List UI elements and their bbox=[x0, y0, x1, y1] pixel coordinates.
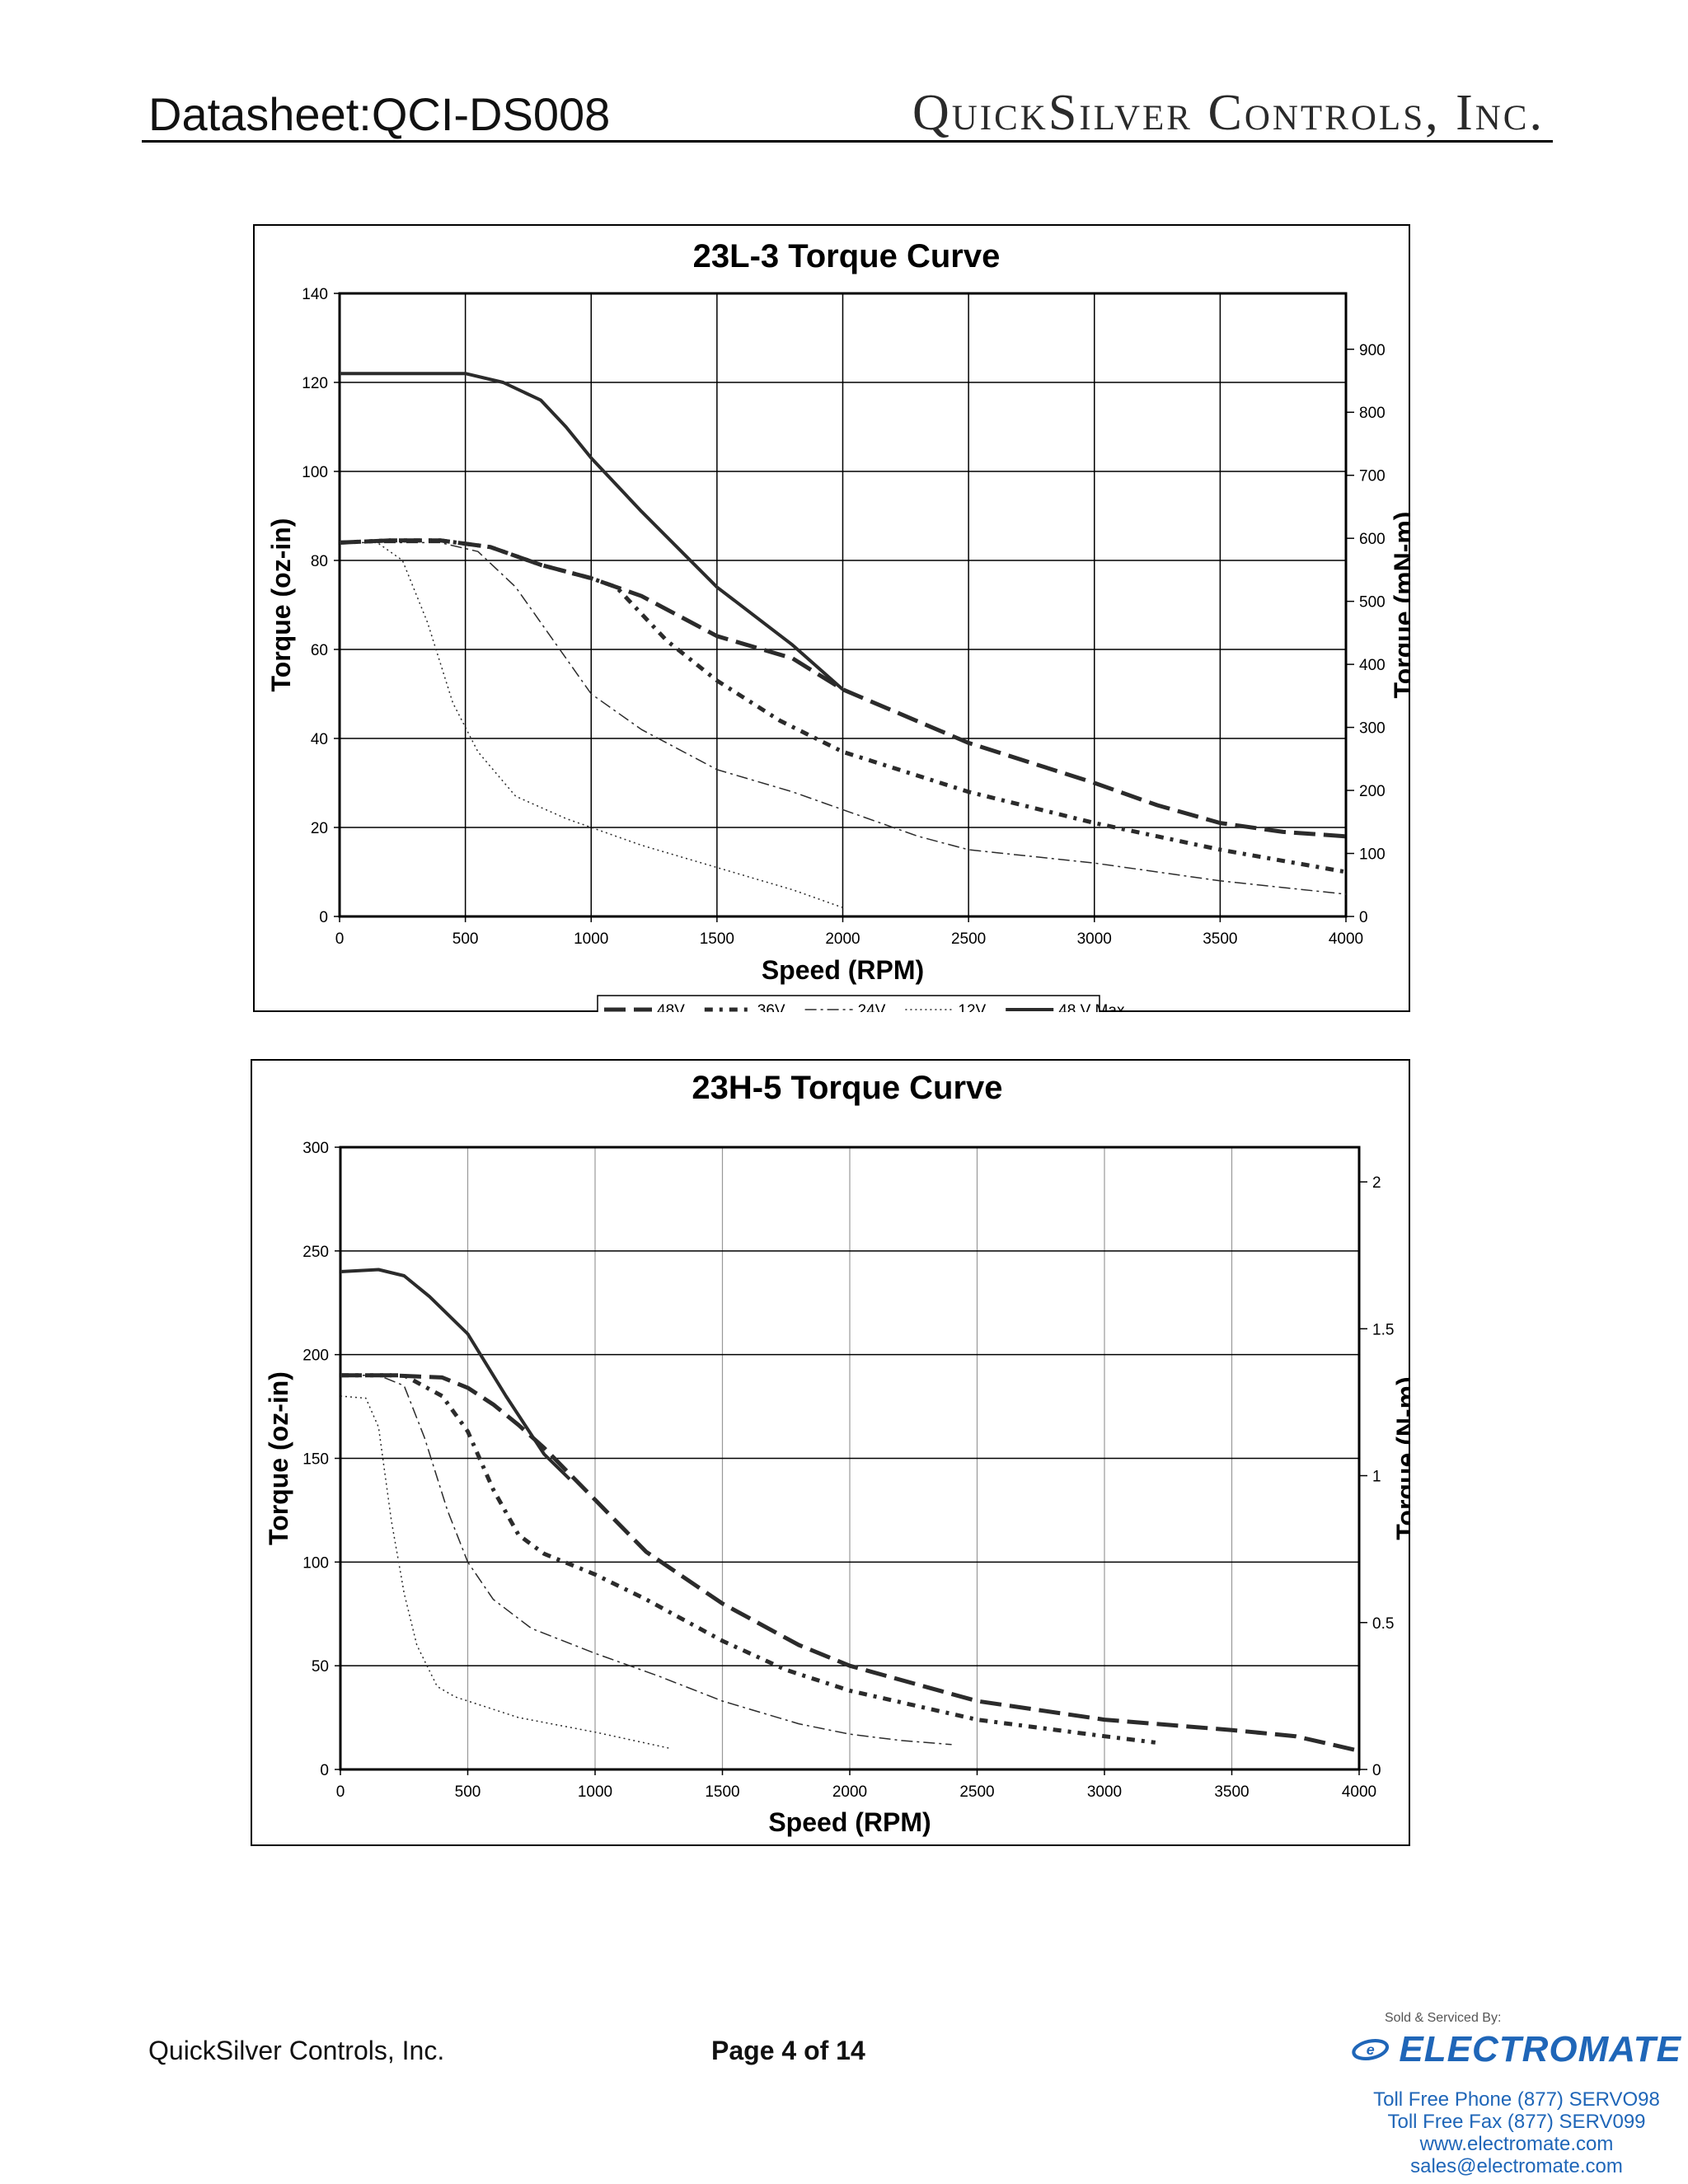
y2-tick-label: 800 bbox=[1359, 405, 1386, 422]
y2-axis-label: Torque (mN-m) bbox=[1389, 512, 1410, 699]
y-tick-label: 0 bbox=[320, 1762, 329, 1779]
torque-chart-23h-5: 0 500 1000 1500 2000 2500 3000 3500 4000 0 50 100 15… bbox=[251, 1059, 1410, 1846]
x-tick-label: 1500 bbox=[705, 1783, 739, 1801]
y2-tick-label: 500 bbox=[1359, 594, 1386, 612]
y-tick-label: 50 bbox=[312, 1658, 329, 1675]
vendor-phone: Toll Free Phone (877) SERVO98 bbox=[1373, 2088, 1660, 2111]
page-header: Datasheet:QCI-DS008 QuickSilver Controls… bbox=[142, 82, 1553, 143]
page-number: Page 4 of 14 bbox=[711, 2036, 865, 2065]
y2-tick-label: 0 bbox=[1359, 909, 1368, 926]
chart-frame bbox=[253, 224, 1410, 1012]
x-tick-label: 2000 bbox=[832, 1783, 867, 1801]
x-tick-label: 3000 bbox=[1087, 1783, 1122, 1801]
x-tick-label: 2500 bbox=[959, 1783, 994, 1801]
legend-entry: 48V bbox=[657, 1002, 685, 1012]
chart-frame bbox=[251, 1059, 1410, 1846]
y-tick-label: 0 bbox=[319, 909, 328, 926]
y2-tick-label: 400 bbox=[1359, 657, 1386, 674]
vendor-website-link[interactable]: www.electromate.com bbox=[1419, 2133, 1614, 2155]
x-axis-label: Speed (RPM) bbox=[762, 955, 924, 985]
series-line-36v bbox=[340, 1373, 1156, 1745]
sold-by-label: Sold & Serviced By: bbox=[1385, 2011, 1502, 2025]
footer-company: QuickSilver Controls, Inc. bbox=[148, 2036, 445, 2065]
legend-box bbox=[597, 995, 1100, 1012]
y2-axis-label: Torque (N-m) bbox=[1391, 1376, 1410, 1540]
x-tick-label: 4000 bbox=[1342, 1783, 1376, 1801]
x-tick-label: 0 bbox=[335, 930, 345, 948]
vendor-block: Sold & Serviced By: e ELECTROMATE Toll F… bbox=[1352, 2011, 1681, 2177]
series-line-24v bbox=[340, 541, 1347, 895]
y2-tick-label: 0.5 bbox=[1372, 1615, 1394, 1633]
y2-tick-label: 900 bbox=[1359, 342, 1386, 359]
x-tick-label: 500 bbox=[455, 1783, 481, 1801]
y-axis-label: Torque (oz-in) bbox=[266, 518, 296, 692]
legend-entry: 36V bbox=[757, 1002, 785, 1012]
x-tick-label: 3500 bbox=[1203, 930, 1237, 948]
y-tick-label: 300 bbox=[302, 1140, 329, 1157]
chart-title: 23H-5 Torque Curve bbox=[692, 1070, 1002, 1106]
y2-tick-label: 600 bbox=[1359, 531, 1386, 548]
electromate-logo-icon: e bbox=[1352, 2038, 1390, 2061]
x-axis-label: Speed (RPM) bbox=[768, 1807, 931, 1837]
x-tick-label: 3000 bbox=[1077, 930, 1112, 948]
vendor-name: ELECTROMATE bbox=[1399, 2029, 1681, 2069]
series-line-48-v-max bbox=[340, 372, 844, 691]
legend-entry: 24V bbox=[858, 1002, 886, 1012]
x-tick-label: 1000 bbox=[578, 1783, 612, 1801]
legend-entry: 48 V Max bbox=[1058, 1002, 1125, 1012]
y-tick-label: 100 bbox=[302, 464, 328, 481]
chart-svg: 0 500 1000 1500 2000 2500 3000 3500 400002040608… bbox=[253, 224, 1410, 1012]
vendor-brand: e ELECTROMATE bbox=[1352, 2029, 1681, 2070]
y-tick-label: 20 bbox=[311, 820, 328, 837]
x-tick-label: 2000 bbox=[825, 930, 860, 948]
y2-tick-label: 0 bbox=[1372, 1762, 1381, 1779]
x-tick-label: 500 bbox=[452, 930, 479, 948]
y-tick-label: 60 bbox=[311, 642, 328, 659]
vendor-fax: Toll Free Fax (877) SERV099 bbox=[1387, 2111, 1646, 2133]
y2-tick-label: 200 bbox=[1359, 783, 1386, 800]
series-line-48v bbox=[340, 1373, 1360, 1753]
y-axis-label: Torque (oz-in) bbox=[264, 1371, 293, 1545]
y2-tick-label: 300 bbox=[1359, 720, 1386, 738]
y-tick-label: 100 bbox=[302, 1554, 329, 1572]
y-tick-label: 40 bbox=[311, 731, 328, 748]
document-id: Datasheet:QCI-DS008 bbox=[148, 88, 611, 140]
y-tick-label: 80 bbox=[311, 553, 328, 570]
torque-chart-23l-3: 0 500 1000 1500 2000 2500 3000 3500 4000 0 20 40 60 8… bbox=[253, 224, 1410, 1012]
vendor-email-link[interactable]: sales@electromate.com bbox=[1410, 2155, 1623, 2177]
legend-entry: 12V bbox=[958, 1002, 986, 1012]
y2-tick-label: 1 bbox=[1372, 1469, 1381, 1486]
y2-tick-label: 1.5 bbox=[1372, 1321, 1394, 1338]
chart-svg: 0 500 1000 1500 2000 2500 3000 3500 400005010015… bbox=[251, 1059, 1410, 1846]
series-line-24v bbox=[340, 1375, 952, 1746]
y2-tick-label: 700 bbox=[1359, 468, 1386, 485]
company-header: QuickSilver Controls, Inc. bbox=[912, 85, 1545, 141]
y-tick-label: 200 bbox=[302, 1347, 329, 1365]
y2-tick-label: 2 bbox=[1372, 1174, 1381, 1192]
y-tick-label: 120 bbox=[302, 375, 328, 392]
series-line-12v bbox=[340, 1395, 672, 1750]
x-tick-label: 4000 bbox=[1329, 930, 1363, 948]
series-line-48v-max bbox=[340, 1268, 571, 1481]
x-tick-label: 2500 bbox=[951, 930, 986, 948]
series-line-36v bbox=[339, 538, 1347, 874]
y-tick-label: 150 bbox=[302, 1451, 329, 1469]
x-tick-label: 3500 bbox=[1214, 1783, 1249, 1801]
svg-text:e: e bbox=[1367, 2041, 1375, 2058]
chart-title: 23L-3 Torque Curve bbox=[693, 238, 1001, 274]
x-tick-label: 1500 bbox=[700, 930, 734, 948]
y2-tick-label: 100 bbox=[1359, 846, 1386, 864]
x-tick-label: 0 bbox=[336, 1783, 345, 1801]
y-tick-label: 140 bbox=[302, 286, 328, 303]
x-tick-label: 1000 bbox=[574, 930, 608, 948]
y-tick-label: 250 bbox=[302, 1244, 329, 1261]
